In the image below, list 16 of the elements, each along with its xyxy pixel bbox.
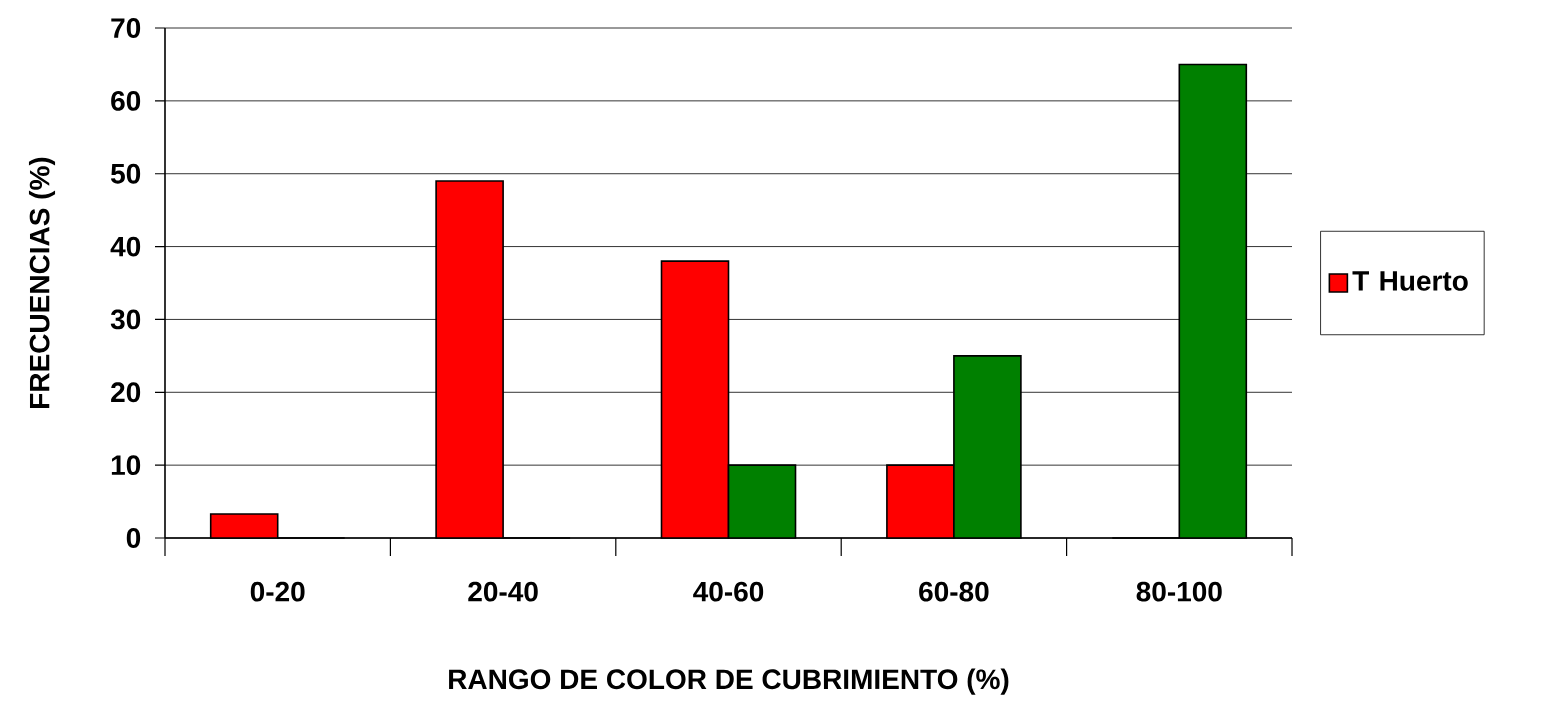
- x-tick-label: 40-60: [693, 581, 764, 602]
- y-tick-label: 40: [110, 236, 141, 257]
- y-tick-label: 60: [111, 90, 141, 111]
- legend-label: T Huerto: [1352, 271, 1468, 291]
- y-tick-label: 0: [126, 528, 141, 548]
- x-tick-label: 0-20: [250, 581, 305, 602]
- x-tick-label: 60-80: [919, 581, 989, 602]
- y-tick-label: 50: [110, 163, 141, 184]
- y-axis-title: FRECUENCIAS (%): [28, 157, 56, 408]
- x-axis-title: RANGO DE COLOR DE CUBRIMIENTO (%): [449, 668, 1009, 695]
- y-tick-label: 30: [110, 309, 141, 330]
- x-tick-label: 80-100: [1136, 581, 1222, 602]
- y-tick-label: 10: [111, 455, 141, 476]
- y-tick-label: 20: [111, 382, 141, 403]
- x-tick-label: 20-40: [468, 581, 538, 602]
- y-tick-label: 70: [111, 18, 141, 38]
